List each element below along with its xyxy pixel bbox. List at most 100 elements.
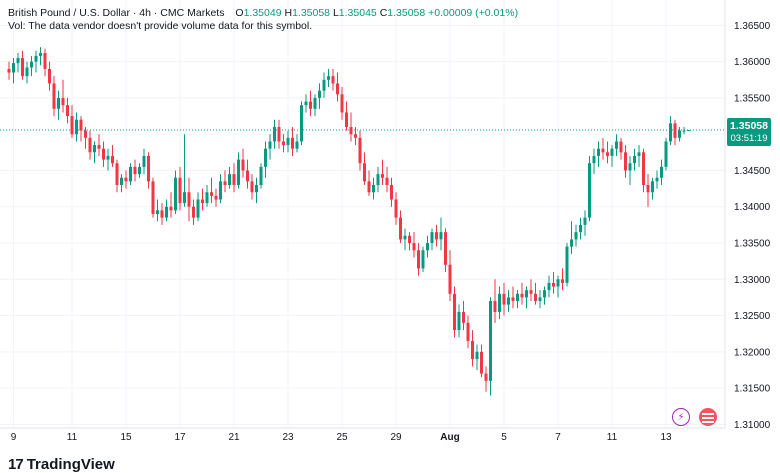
chart-legend: British Pound / U.S. Dollar · 4h · CMC M…	[8, 6, 518, 20]
candles	[7, 47, 690, 396]
high-label: H	[284, 7, 293, 19]
candle	[214, 188, 218, 207]
candle-body	[439, 232, 443, 240]
candle-body	[345, 112, 348, 127]
candle-body	[277, 126, 281, 142]
candle	[466, 315, 470, 349]
candle	[556, 275, 560, 298]
candle-body	[399, 217, 402, 240]
open-value: 1.35049	[243, 7, 282, 19]
candle	[120, 174, 123, 193]
candle-body	[246, 170, 249, 182]
candle-body	[651, 181, 654, 193]
candle-body	[376, 174, 380, 185]
price-tick-label: 1.31500	[734, 384, 771, 395]
candle	[426, 235, 429, 258]
candle-body	[102, 148, 105, 160]
candle	[124, 170, 128, 189]
candle-body	[291, 137, 294, 149]
avatar-icon[interactable]	[699, 408, 717, 426]
candle-body	[138, 166, 141, 175]
candle	[210, 177, 213, 204]
candle	[84, 126, 87, 149]
candle-body	[30, 61, 33, 68]
candle-body	[570, 239, 573, 247]
candle-body	[66, 105, 69, 117]
candle-body	[624, 152, 627, 171]
symbol-title[interactable]: British Pound / U.S. Dollar · 4h · CMC M…	[8, 7, 225, 19]
candle-body	[484, 373, 488, 381]
candle-body	[88, 137, 92, 153]
candle-body	[12, 63, 15, 73]
candle	[259, 163, 263, 189]
candle-body	[574, 232, 578, 240]
tradingview-brand[interactable]: 17 TradingView	[8, 455, 115, 473]
candle	[363, 152, 366, 185]
candle	[561, 268, 564, 291]
candle-body	[97, 145, 101, 149]
candle-body	[489, 301, 492, 381]
candle-body	[619, 141, 623, 153]
candle	[66, 97, 69, 124]
tradingview-logo-icon: 17	[8, 455, 24, 473]
open-label: O	[235, 7, 244, 19]
candle-body	[687, 129, 690, 131]
candle	[282, 134, 285, 153]
candle	[381, 159, 384, 185]
candle-body	[453, 293, 456, 331]
candle-body	[79, 119, 83, 131]
candle-body	[466, 322, 470, 341]
time-tick-label: 25	[336, 432, 348, 443]
candle	[43, 48, 47, 77]
time-axis: 9 11 15 17 21 23 25 29 Aug 5 7 11 13	[11, 432, 672, 443]
candle	[516, 290, 519, 309]
candle	[412, 232, 416, 258]
candle	[201, 188, 204, 211]
candle	[619, 137, 623, 160]
candle-body	[318, 90, 321, 98]
lightning-icon[interactable]: ⚡	[672, 408, 690, 426]
candle	[322, 72, 326, 98]
candle	[25, 61, 29, 84]
candle-body	[507, 297, 510, 305]
candle-body	[93, 145, 96, 153]
candle-body	[552, 282, 555, 287]
candle	[21, 50, 24, 80]
candle	[354, 126, 357, 146]
candle	[543, 286, 546, 305]
candle-body	[421, 250, 425, 269]
candle	[97, 134, 101, 156]
candle-body	[169, 206, 173, 211]
candle-body	[34, 55, 38, 62]
candle	[57, 90, 60, 120]
candle	[682, 126, 686, 135]
candle	[174, 170, 177, 214]
close-value: 1.35058	[387, 7, 426, 19]
candle-body	[165, 206, 168, 218]
candle	[142, 148, 146, 175]
candle	[286, 130, 290, 153]
candle	[597, 141, 600, 167]
candle-body	[538, 297, 542, 302]
candle-body	[201, 199, 204, 204]
candle	[147, 152, 150, 189]
price-tick-label: 1.33000	[734, 275, 771, 286]
candle	[102, 141, 105, 167]
candle	[439, 217, 443, 251]
candle	[633, 148, 636, 171]
candle-body	[606, 152, 609, 156]
candle-body	[615, 141, 618, 149]
candle-body	[219, 181, 222, 200]
candle	[673, 119, 677, 146]
candle-body	[84, 130, 87, 138]
candle	[664, 137, 668, 171]
candle-body	[48, 68, 51, 84]
candle	[669, 116, 672, 146]
candle	[300, 101, 303, 146]
candle-body	[534, 293, 537, 302]
candle	[273, 119, 276, 149]
candle	[471, 330, 474, 367]
candle-body	[520, 293, 524, 298]
candle	[534, 282, 537, 305]
